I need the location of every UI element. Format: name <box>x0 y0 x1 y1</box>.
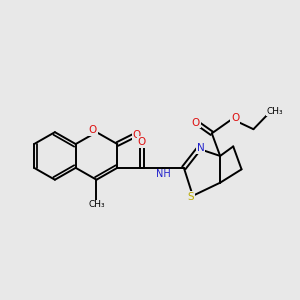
Text: CH₃: CH₃ <box>88 200 105 209</box>
Text: O: O <box>89 125 97 135</box>
Text: O: O <box>192 118 200 128</box>
Text: S: S <box>188 192 194 202</box>
Text: NH: NH <box>156 169 171 179</box>
Text: CH₃: CH₃ <box>266 107 283 116</box>
Text: O: O <box>138 137 146 147</box>
Text: O: O <box>231 113 239 124</box>
Text: N: N <box>197 143 205 153</box>
Text: O: O <box>133 130 141 140</box>
